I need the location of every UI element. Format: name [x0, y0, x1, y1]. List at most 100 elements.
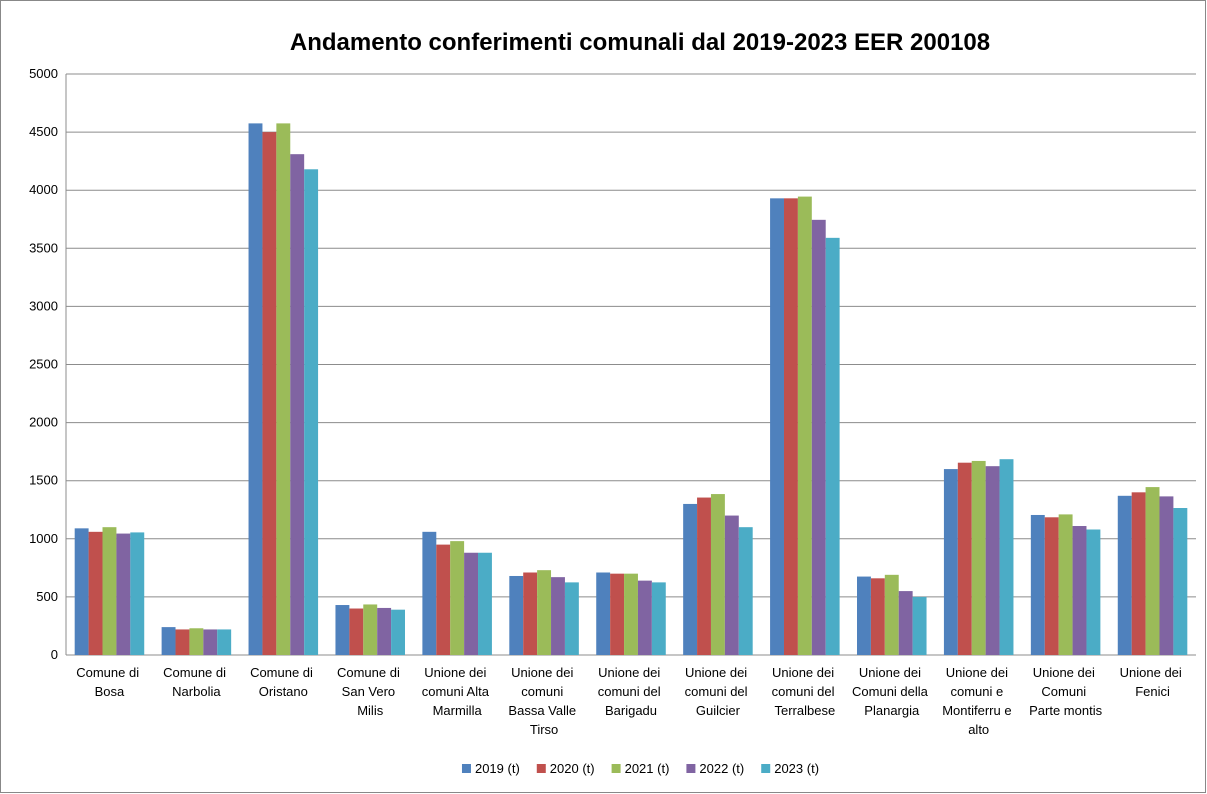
bar	[710, 494, 725, 655]
bar	[637, 580, 652, 655]
bar	[248, 123, 263, 655]
bar	[870, 578, 885, 655]
bar	[88, 531, 103, 655]
bar	[564, 582, 579, 655]
legend-label: 2022 (t)	[699, 761, 744, 776]
bar	[130, 532, 145, 655]
bar	[1086, 529, 1101, 655]
legend-swatch	[611, 764, 621, 773]
bar	[797, 196, 812, 655]
bar	[509, 575, 524, 655]
x-tick-label: Unione dei comuni del Barigadu	[598, 665, 664, 718]
bar	[1173, 508, 1188, 655]
legend-item: 2023 (t)	[761, 761, 819, 776]
bar	[116, 533, 131, 655]
y-tick-label: 1000	[29, 531, 58, 546]
bar	[523, 572, 538, 655]
y-tick-label: 2000	[29, 415, 58, 430]
y-tick-label: 5000	[29, 66, 58, 81]
bar	[943, 469, 958, 655]
legend-swatch	[461, 764, 471, 773]
legend-swatch	[761, 764, 771, 773]
bar	[203, 629, 218, 655]
bar	[783, 198, 798, 656]
bar	[912, 596, 927, 655]
x-tick-label: Unione dei comuni del Terralbese	[772, 665, 838, 718]
bar	[391, 609, 405, 655]
x-tick-label: Comune di Oristano	[250, 665, 316, 699]
y-tick-label: 3000	[29, 298, 58, 313]
bar	[1030, 514, 1045, 655]
bar	[551, 577, 565, 655]
bar	[304, 169, 319, 655]
bar	[262, 132, 277, 656]
x-tick-label: Unione dei Comuni Parte montis	[1029, 665, 1102, 718]
y-tick-label: 4500	[29, 124, 58, 139]
bar	[478, 552, 492, 655]
bar	[1117, 495, 1132, 655]
y-tick-label: 1500	[29, 473, 58, 488]
bar	[610, 573, 625, 655]
bar	[450, 541, 465, 655]
bar	[464, 552, 479, 655]
bar	[161, 627, 176, 655]
legend-label: 2020 (t)	[550, 761, 595, 776]
bar	[436, 544, 451, 655]
bar	[1131, 492, 1146, 655]
bar	[811, 219, 826, 655]
x-tick-label: Unione dei comuni Alta Marmilla	[422, 665, 493, 718]
bar	[1145, 487, 1160, 655]
bar	[957, 462, 972, 655]
bar	[898, 591, 913, 655]
legend-item: 2020 (t)	[536, 761, 595, 776]
x-tick-label: Unione dei Fenici	[1120, 665, 1186, 699]
bar	[217, 629, 232, 655]
bar	[189, 628, 204, 655]
bar	[335, 605, 350, 655]
x-tick-label: Comune di Bosa	[76, 665, 142, 699]
y-tick-label: 4000	[29, 182, 58, 197]
legend-label: 2021 (t)	[625, 761, 670, 776]
x-tick-label: Unione dei Comuni della Planargia	[852, 665, 932, 718]
bar	[363, 604, 378, 655]
legend-item: 2021 (t)	[611, 761, 670, 776]
bar	[349, 608, 364, 655]
bar	[537, 570, 552, 655]
legend-swatch	[536, 764, 546, 773]
x-tick-label: Unione dei comuni Bassa Valle Tirso	[508, 665, 579, 737]
legend-item: 2022 (t)	[686, 761, 744, 776]
legend-item: 2019 (t)	[461, 761, 520, 776]
bar	[175, 629, 190, 655]
y-tick-label: 0	[51, 647, 58, 662]
legend-label: 2023 (t)	[774, 761, 819, 776]
legend-swatch	[686, 764, 696, 773]
bar	[697, 497, 711, 655]
bar	[884, 574, 899, 655]
bar	[1072, 526, 1087, 655]
x-tick-label: Comune di San Vero Milis	[337, 665, 403, 718]
legend-label: 2019 (t)	[475, 761, 520, 776]
bar	[1044, 517, 1059, 655]
bar	[624, 573, 638, 655]
bar	[738, 527, 753, 655]
x-tick-label: Comune di Narbolia	[163, 665, 229, 699]
bar	[377, 607, 392, 655]
y-tick-label: 3500	[29, 240, 58, 255]
bar	[651, 582, 666, 655]
bar	[1159, 496, 1174, 655]
chart-title: Andamento conferimenti comunali dal 2019…	[290, 29, 990, 56]
y-tick-label: 500	[36, 589, 58, 604]
bar	[102, 527, 117, 655]
bar	[999, 459, 1014, 655]
bar	[276, 123, 291, 655]
bar	[857, 576, 871, 655]
bar	[596, 572, 611, 655]
bar	[422, 531, 437, 655]
bar	[290, 154, 305, 656]
y-tick-label: 2500	[29, 357, 58, 372]
bar	[74, 528, 89, 655]
bar	[985, 466, 1000, 655]
bar	[1058, 514, 1073, 655]
bar	[971, 460, 986, 655]
